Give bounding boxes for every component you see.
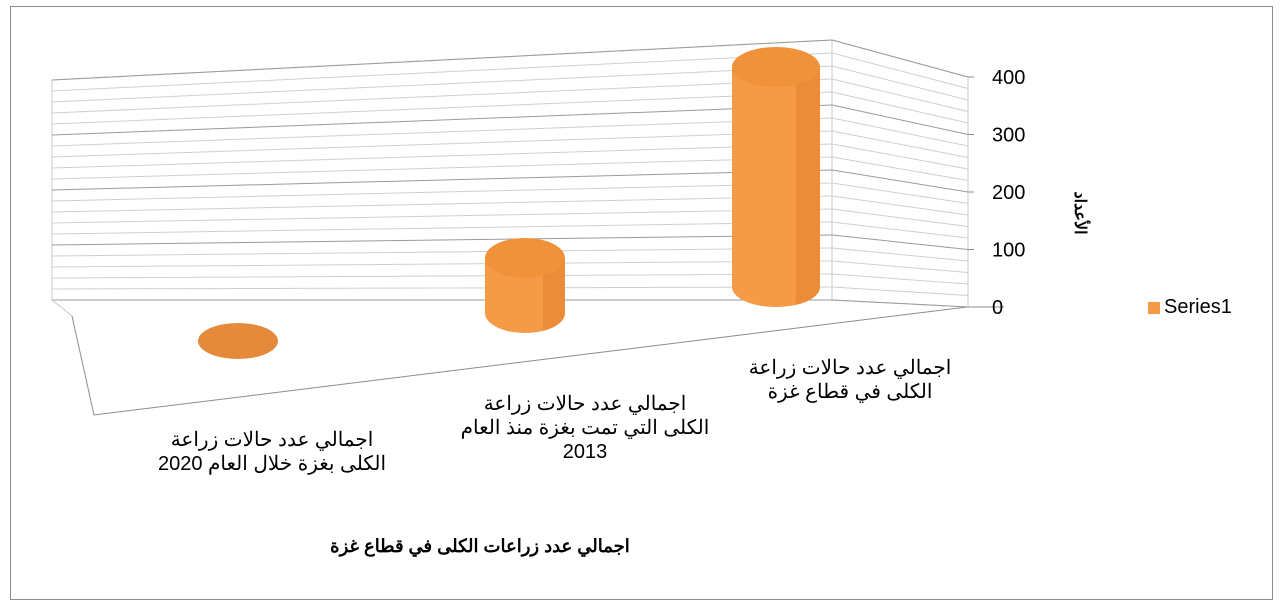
gridline-side (831, 195, 969, 216)
gridline-side (831, 104, 969, 135)
gridlines (51, 39, 969, 308)
category-label-line: الكلى في قطاع غزة (767, 381, 933, 403)
bar-shade (795, 67, 821, 305)
y-tick-label: 100 (992, 240, 1025, 262)
legend-label-series1: Series1 (1164, 296, 1232, 318)
gridline-side (831, 273, 969, 285)
gridline (51, 65, 833, 103)
bar-top (732, 47, 820, 87)
gridline (51, 91, 833, 125)
legend: Series1 (1148, 296, 1232, 319)
gridline (51, 182, 833, 202)
y-axis-label: الأعداد (1071, 191, 1088, 235)
gridline-side (831, 156, 969, 181)
gridline (51, 117, 833, 147)
gridline-side (831, 208, 969, 227)
legend-swatch-series1 (1148, 301, 1160, 314)
bar-top (485, 238, 565, 278)
x-axis-label: اجمالي عدد زراعات الكلى في قطاع غزة (330, 536, 630, 556)
category-label-line: الكلى التي تمت بغزة منذ العام (460, 417, 710, 439)
category-label-line: اجمالي عدد حالات زراعة (170, 429, 374, 451)
gridline (51, 221, 833, 235)
bar-2 (485, 238, 566, 333)
bar-1 (198, 323, 278, 359)
category-label-1: اجمالي عدد حالات زراعة الكلى بغزة خلال ال… (132, 428, 412, 476)
gridline (51, 247, 833, 257)
gridline (51, 195, 833, 213)
gridline (51, 156, 833, 180)
gridline-side (831, 91, 969, 124)
category-label-line: اجمالي عدد حالات زراعة (748, 357, 952, 379)
gridline (51, 260, 833, 268)
gridline-side (831, 286, 969, 296)
bar-3 (732, 47, 821, 307)
gridline (51, 130, 833, 158)
gridline-side (831, 117, 969, 147)
gridline-side (831, 221, 969, 239)
gridline (51, 39, 833, 81)
y-tick-label: 300 (992, 125, 1025, 147)
gridline (51, 52, 833, 92)
gridline-side (831, 182, 969, 204)
category-label-3: اجمالي عدد حالات زراعة الكلى في قطاع غزة (700, 356, 1000, 404)
gridline (51, 234, 833, 246)
gridline-side (831, 234, 969, 250)
gridline (51, 143, 833, 169)
y-axis-ticks: 0 100 200 300 400 (968, 67, 1025, 319)
gridline-side (831, 169, 969, 193)
gridline-side (831, 247, 969, 262)
bar-shade (543, 258, 566, 331)
category-label-line: اجمالي عدد حالات زراعة (483, 393, 687, 415)
gridline-side (831, 78, 969, 112)
gridline (51, 286, 833, 290)
gridline-side (831, 130, 969, 158)
y-tick-label: 0 (992, 297, 1003, 319)
gridline-side (831, 65, 969, 101)
gridline-side (831, 260, 969, 273)
y-tick-label: 200 (992, 182, 1025, 204)
category-label-line: 2013 (562, 441, 608, 463)
category-label-line: الكلى بغزة خلال العام 2020 (157, 453, 387, 475)
category-label-2: اجمالي عدد حالات زراعة الكلى التي تمت بغز… (430, 392, 740, 464)
gridline-side (831, 52, 969, 89)
gridline-side (831, 299, 969, 308)
bars (198, 47, 821, 359)
gridline (51, 273, 833, 279)
chart-frame (10, 6, 1273, 600)
y-tick-label: 400 (992, 67, 1025, 89)
gridline-side (831, 143, 969, 170)
gridline (51, 208, 833, 224)
gridline (51, 78, 833, 114)
bar-top (198, 323, 278, 359)
gridline (51, 104, 833, 136)
gridline-side (831, 39, 969, 78)
gridline (51, 169, 833, 191)
